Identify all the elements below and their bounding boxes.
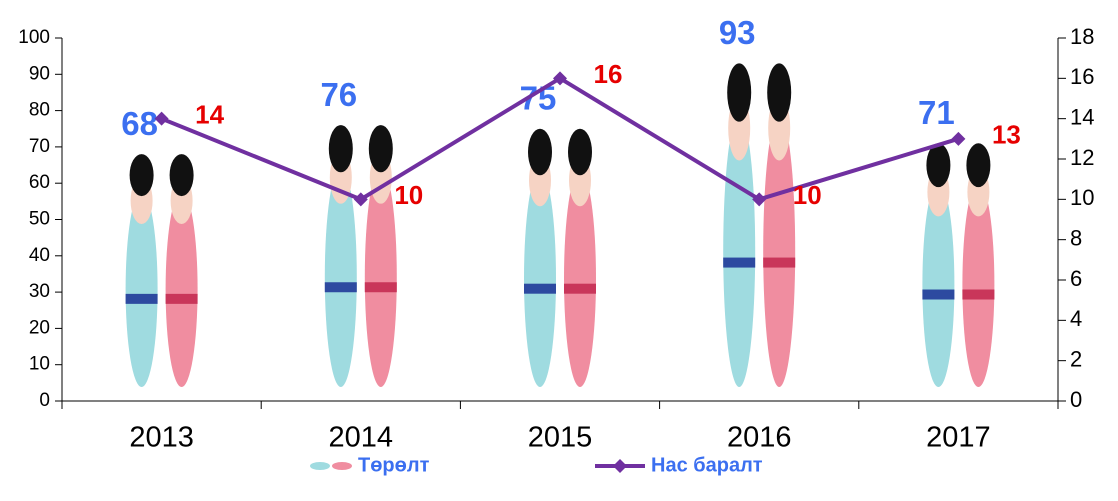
x-tick-label: 2014: [329, 422, 394, 454]
figure-sash: [723, 257, 756, 268]
legend-label: Төрөлт: [358, 454, 430, 476]
value-label: 76: [320, 76, 357, 113]
y-tick-label: 90: [29, 63, 50, 84]
y-tick-label: 100: [18, 27, 50, 48]
y2-tick-label: 14: [1070, 104, 1094, 129]
figure-body: [524, 170, 556, 387]
y2-tick-label: 10: [1070, 185, 1094, 210]
figure-hair: [767, 63, 792, 122]
figure-sash: [364, 282, 397, 293]
value-label: 14: [195, 100, 224, 130]
y-tick-label: 80: [29, 100, 50, 121]
y-tick-label: 0: [39, 390, 50, 411]
figure-sash: [922, 289, 955, 300]
y2-tick-label: 4: [1070, 306, 1082, 331]
y2-tick-label: 2: [1070, 346, 1082, 371]
value-label: 93: [719, 14, 756, 51]
legend-label: Нас баралт: [651, 454, 763, 476]
y-tick-label: 10: [29, 354, 50, 375]
y-tick-label: 50: [29, 209, 50, 230]
y2-tick-label: 6: [1070, 266, 1082, 291]
figure-sash: [962, 289, 995, 300]
marker: [154, 111, 169, 126]
figure-sash: [564, 283, 596, 294]
legend-swatch: [310, 462, 330, 470]
y-tick-label: 20: [29, 317, 50, 338]
legend-swatch: [332, 462, 352, 470]
x-tick-label: 2017: [926, 422, 991, 454]
y-tick-label: 40: [29, 245, 50, 266]
figure-body: [165, 191, 198, 387]
figure-hair: [966, 143, 991, 188]
pictograph-bar: [324, 125, 397, 387]
figure-hair: [926, 143, 951, 188]
value-label: 68: [121, 105, 158, 142]
pictograph-bar: [922, 143, 995, 387]
figure-hair: [169, 154, 194, 197]
y2-tick-label: 0: [1070, 387, 1082, 412]
figure-sash: [125, 293, 158, 304]
y-tick-label: 30: [29, 281, 50, 302]
line: [160, 75, 959, 202]
legend-swatch: [613, 459, 627, 473]
marker: [353, 192, 368, 207]
figure-body: [564, 170, 596, 387]
figure-sash: [324, 282, 357, 293]
value-label: 13: [992, 120, 1021, 150]
y-tick-label: 60: [29, 172, 50, 193]
value-label: 16: [594, 59, 623, 89]
y-tick-label: 70: [29, 136, 50, 157]
y2-tick-label: 18: [1070, 24, 1094, 49]
pictograph-bar: [125, 154, 198, 387]
x-tick-label: 2013: [129, 422, 194, 454]
figure-body: [324, 167, 357, 387]
figure-body: [922, 182, 955, 387]
marker: [553, 71, 567, 86]
figure-hair: [368, 125, 393, 173]
figure-hair: [727, 63, 752, 122]
pictograph-bar: [524, 128, 596, 387]
pictograph-bar: [723, 63, 796, 387]
figure-body: [962, 182, 995, 387]
figure-sash: [165, 293, 198, 304]
y2-tick-label: 12: [1070, 145, 1094, 170]
value-label: 10: [394, 180, 423, 210]
marker: [951, 131, 966, 146]
figure-hair: [568, 128, 592, 176]
marker: [752, 192, 767, 207]
figure-body: [364, 167, 397, 387]
figure-sash: [763, 257, 796, 268]
figure-hair: [328, 125, 353, 173]
value-label: 10: [793, 180, 822, 210]
figure-hair: [129, 154, 154, 197]
figure-hair: [528, 128, 552, 176]
figure-body: [763, 115, 796, 387]
value-label: 71: [918, 94, 955, 131]
y2-tick-label: 16: [1070, 64, 1094, 89]
figure-body: [125, 191, 158, 387]
figure-sash: [524, 283, 556, 294]
x-tick-label: 2015: [528, 422, 593, 454]
y2-tick-label: 8: [1070, 225, 1082, 250]
x-tick-label: 2016: [727, 422, 792, 454]
